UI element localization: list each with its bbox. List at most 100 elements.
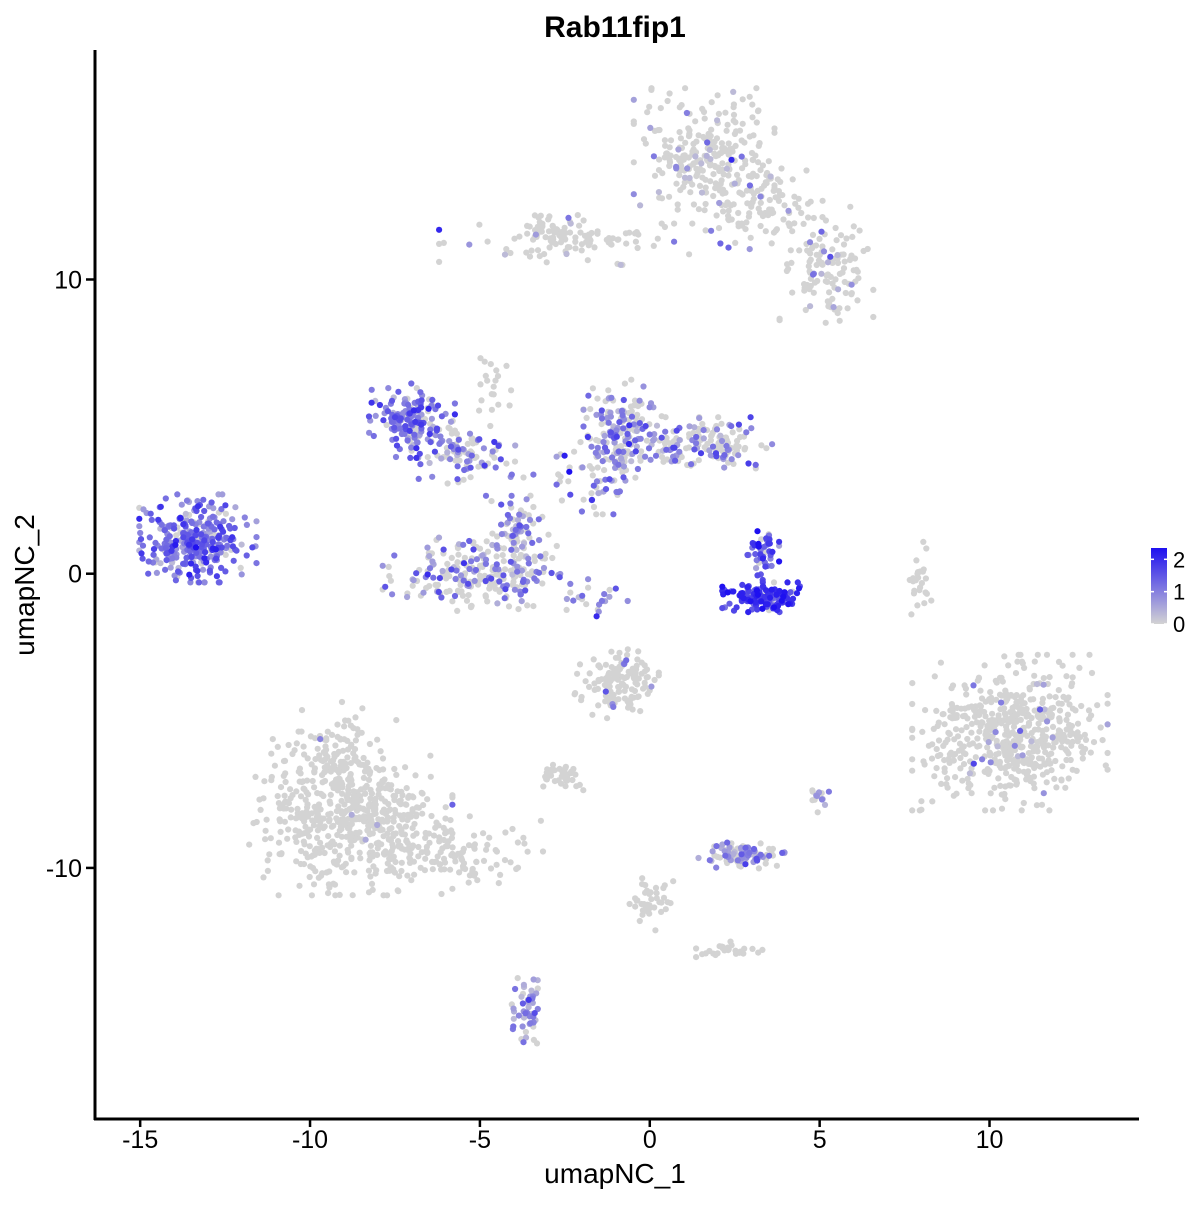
cell-point: [724, 589, 731, 596]
cell-point: [612, 654, 620, 661]
cell-point: [492, 464, 499, 471]
cell-point: [755, 205, 762, 212]
cell-point: [653, 422, 661, 429]
cell-point: [620, 474, 627, 481]
cell-point: [510, 1005, 517, 1012]
cell-point: [366, 429, 373, 436]
cell-point: [997, 782, 1004, 790]
cell-point: [413, 445, 420, 452]
cell-point: [509, 825, 516, 833]
cell-point: [530, 471, 537, 478]
cell-point: [260, 874, 267, 881]
cell-point: [695, 457, 702, 464]
cell-point: [293, 858, 300, 865]
cell-point: [580, 496, 587, 503]
cell-point: [367, 842, 374, 850]
cell-point: [420, 802, 427, 809]
x-tick-label: 0: [643, 1126, 657, 1154]
cell-point: [726, 600, 733, 607]
cell-point: [593, 436, 600, 444]
cell-point: [673, 163, 680, 170]
cell-point: [979, 756, 986, 763]
cell-point: [213, 555, 220, 562]
cell-point: [930, 725, 937, 733]
cell-point: [351, 746, 359, 753]
cell-point: [778, 165, 785, 172]
cell-point: [773, 862, 781, 869]
cell-point: [578, 693, 585, 701]
cell-point: [220, 528, 227, 535]
cell-point: [795, 204, 802, 211]
cell-point: [426, 459, 433, 467]
cell-point: [395, 388, 402, 395]
cell-point: [287, 786, 294, 793]
cell-point: [172, 577, 179, 584]
cell-point: [419, 810, 426, 817]
cell-point: [344, 754, 351, 761]
cell-point: [487, 865, 495, 872]
cell-point: [1005, 662, 1012, 669]
cell-point: [266, 851, 273, 858]
x-axis-label: umapNC_1: [544, 1158, 686, 1189]
cell-point: [681, 152, 688, 159]
cell-point: [599, 511, 606, 518]
cell-point: [1013, 760, 1020, 767]
cell-point: [348, 854, 355, 861]
cell-point: [386, 806, 394, 813]
cell-point: [651, 431, 658, 438]
cell-point: [772, 227, 779, 234]
cell-point: [467, 474, 474, 481]
cell-point: [370, 863, 377, 870]
cell-point: [492, 565, 499, 573]
cell-point: [719, 166, 726, 173]
cell-point: [971, 706, 978, 714]
cell-point: [675, 146, 682, 153]
cell-point: [632, 448, 639, 455]
cell-point: [415, 475, 422, 482]
cell-point: [1069, 651, 1076, 658]
cell-point: [280, 758, 288, 765]
cell-point: [447, 866, 454, 873]
cell-point: [502, 586, 509, 593]
cell-point: [645, 445, 653, 452]
cell-point: [695, 854, 702, 862]
cell-point: [750, 190, 758, 197]
cell-point: [374, 736, 381, 743]
cell-point: [972, 754, 979, 761]
cell-point: [566, 244, 573, 251]
cell-point: [628, 458, 635, 465]
cell-point: [162, 495, 169, 502]
cell-point: [513, 546, 520, 554]
cell-point: [1033, 681, 1041, 688]
cell-point: [348, 842, 355, 849]
cell-point: [317, 839, 324, 846]
cell-point: [558, 780, 565, 787]
cell-point: [349, 781, 356, 788]
cell-point: [424, 571, 431, 578]
cell-point: [404, 416, 411, 423]
cell-point: [558, 234, 565, 241]
cell-point: [734, 171, 741, 178]
cell-point: [534, 985, 541, 992]
cell-point: [193, 526, 200, 534]
cell-point: [809, 787, 816, 794]
cell-point: [139, 542, 147, 549]
cell-point: [796, 247, 803, 254]
cell-point: [297, 793, 305, 800]
cell-point: [785, 207, 792, 214]
cell-point: [648, 85, 655, 92]
cell-point: [443, 588, 450, 596]
cell-point: [670, 444, 677, 451]
cell-point: [400, 409, 407, 417]
cell-point: [469, 440, 477, 447]
cell-point: [723, 165, 731, 172]
cell-point: [920, 538, 927, 546]
cell-point: [213, 573, 220, 580]
cell-point: [579, 592, 586, 599]
cell-point: [686, 431, 693, 438]
cell-point: [368, 386, 375, 393]
cell-point: [268, 777, 275, 784]
cell-point: [977, 687, 984, 694]
cell-point: [405, 794, 412, 801]
cell-point: [725, 947, 732, 954]
